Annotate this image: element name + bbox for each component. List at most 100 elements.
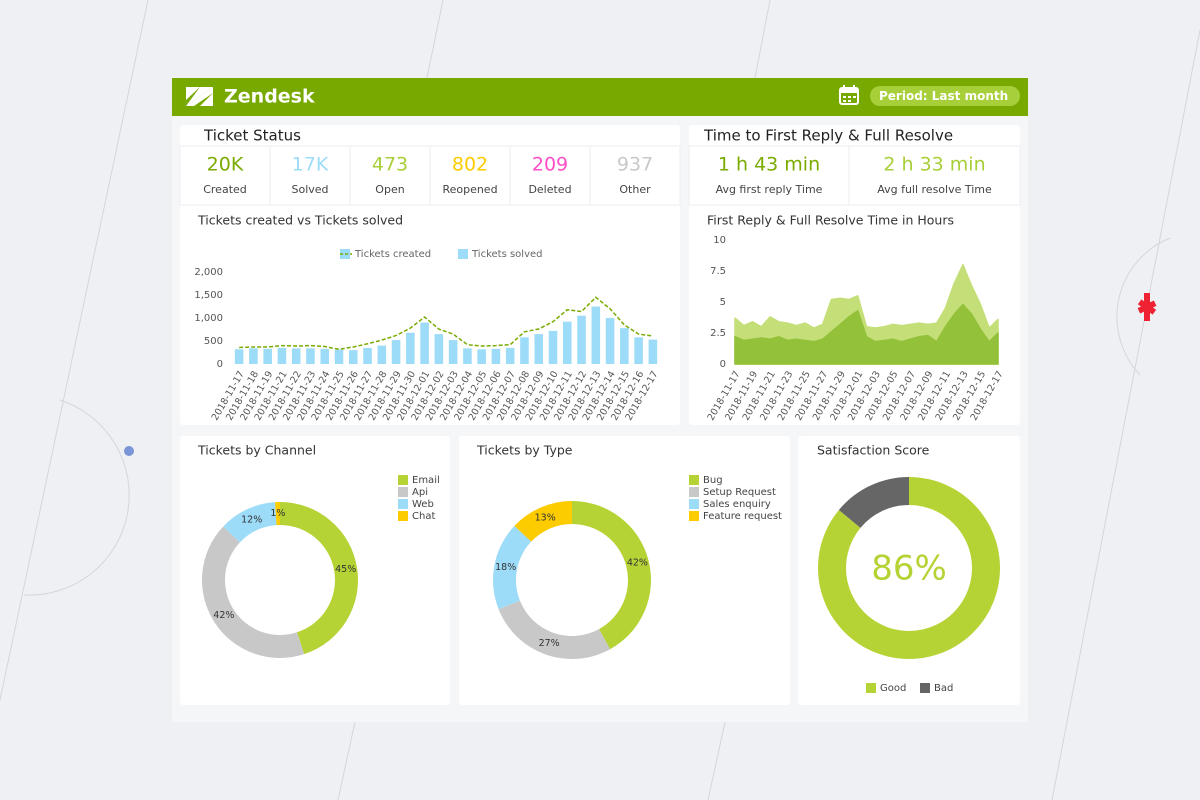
legend-label: Email	[412, 475, 440, 486]
bar	[420, 322, 429, 364]
chart-title: First Reply & Full Resolve Time in Hours	[707, 213, 954, 228]
legend-label: Sales enquiry	[703, 499, 771, 510]
y-tick-label: 5	[720, 297, 726, 308]
y-tick-label: 2,000	[194, 267, 223, 278]
donut-segment	[514, 501, 572, 542]
zendesk-logo	[186, 87, 213, 106]
bar	[263, 348, 272, 364]
kpi-label: Avg full resolve Time	[877, 183, 992, 196]
kpi-value: 937	[617, 154, 653, 176]
legend-label: Web	[412, 499, 434, 510]
bar	[277, 347, 287, 364]
bar	[534, 334, 544, 364]
period-selector[interactable]	[870, 86, 1020, 106]
chart-title: Tickets by Channel	[197, 443, 316, 458]
data-label: 42%	[213, 610, 234, 621]
donut-segment	[223, 502, 277, 543]
donut-segment	[838, 477, 909, 528]
data-label: 45%	[335, 564, 356, 575]
data-label: 18%	[495, 562, 516, 573]
bar	[634, 337, 643, 364]
kpi-label: Open	[375, 183, 404, 196]
center-label: 86%	[871, 549, 947, 589]
area	[734, 303, 999, 365]
legend-label: Chat	[412, 511, 435, 522]
bar	[334, 349, 344, 364]
bar	[548, 330, 558, 364]
legend-label: Good	[880, 683, 906, 694]
legend-swatch	[689, 487, 699, 497]
kpi-value: 20K	[207, 154, 244, 176]
donut-segment	[275, 502, 280, 526]
bar	[562, 321, 572, 364]
kpi-value: 1 h 43 min	[718, 154, 820, 176]
donut-segment	[818, 477, 1000, 659]
bar	[234, 349, 244, 364]
y-tick-label: 7.5	[710, 266, 726, 277]
y-tick-label: 0	[720, 359, 726, 370]
bar	[591, 306, 601, 364]
y-tick-label: 2.5	[710, 328, 726, 339]
legend-label: Api	[412, 487, 428, 498]
kpi-label: Solved	[291, 183, 328, 196]
bar	[348, 350, 358, 364]
kpi-value: 17K	[292, 154, 329, 176]
legend-label: Feature request	[703, 511, 782, 522]
decor-logo	[1137, 293, 1157, 321]
bar	[406, 332, 415, 364]
kpi-cell	[848, 145, 1021, 206]
bar	[434, 334, 444, 364]
panel-title: Ticket Status	[203, 127, 301, 145]
brand-title: Zendesk	[224, 86, 315, 108]
donut-segment	[498, 600, 611, 659]
decor-dot	[124, 446, 134, 456]
bar	[577, 315, 586, 364]
bar	[505, 347, 515, 364]
legend-label: Setup Request	[703, 487, 776, 498]
y-tick-label: 500	[204, 336, 223, 347]
legend-swatch	[920, 683, 930, 693]
bar	[249, 348, 258, 364]
data-label: 12%	[241, 514, 262, 525]
y-tick-label: 1,000	[194, 313, 223, 324]
legend-swatch	[689, 475, 699, 485]
kpi-value: 209	[532, 154, 568, 176]
data-label: 1%	[270, 508, 285, 519]
kpi-label: Created	[203, 183, 247, 196]
chart-title: Tickets by Type	[476, 443, 573, 458]
kpi-label: Deleted	[528, 183, 571, 196]
legend-label: Bad	[934, 683, 953, 694]
bar	[291, 348, 301, 364]
donut-segment	[572, 501, 651, 650]
kpi-label: Reopened	[442, 183, 497, 196]
bar	[363, 347, 372, 364]
y-tick-label: 10	[713, 235, 726, 246]
bar	[620, 328, 629, 364]
legend-label: Bug	[703, 475, 723, 486]
legend-swatch	[689, 511, 699, 521]
legend-swatch	[689, 499, 699, 509]
bar	[391, 340, 401, 364]
kpi-label: Avg first reply Time	[716, 183, 823, 196]
period-label[interactable]: Period: Last month	[879, 89, 1008, 103]
kpi-cell	[589, 145, 681, 206]
donut-segment	[202, 526, 305, 658]
bar	[605, 318, 615, 364]
y-tick-label: 1,500	[194, 290, 223, 301]
kpi-value: 802	[452, 154, 488, 176]
donut-segment	[492, 525, 532, 610]
bar	[448, 340, 458, 364]
chart-title: Tickets created vs Tickets solved	[197, 213, 403, 228]
legend-swatch	[398, 475, 408, 485]
bar	[491, 348, 501, 364]
data-label: 42%	[627, 558, 648, 569]
line	[239, 296, 653, 351]
legend-swatch	[866, 683, 876, 693]
legend-label: Tickets solved	[471, 249, 543, 260]
legend-swatch	[398, 511, 408, 521]
y-tick-label: 0	[217, 359, 223, 370]
bar	[648, 339, 658, 364]
